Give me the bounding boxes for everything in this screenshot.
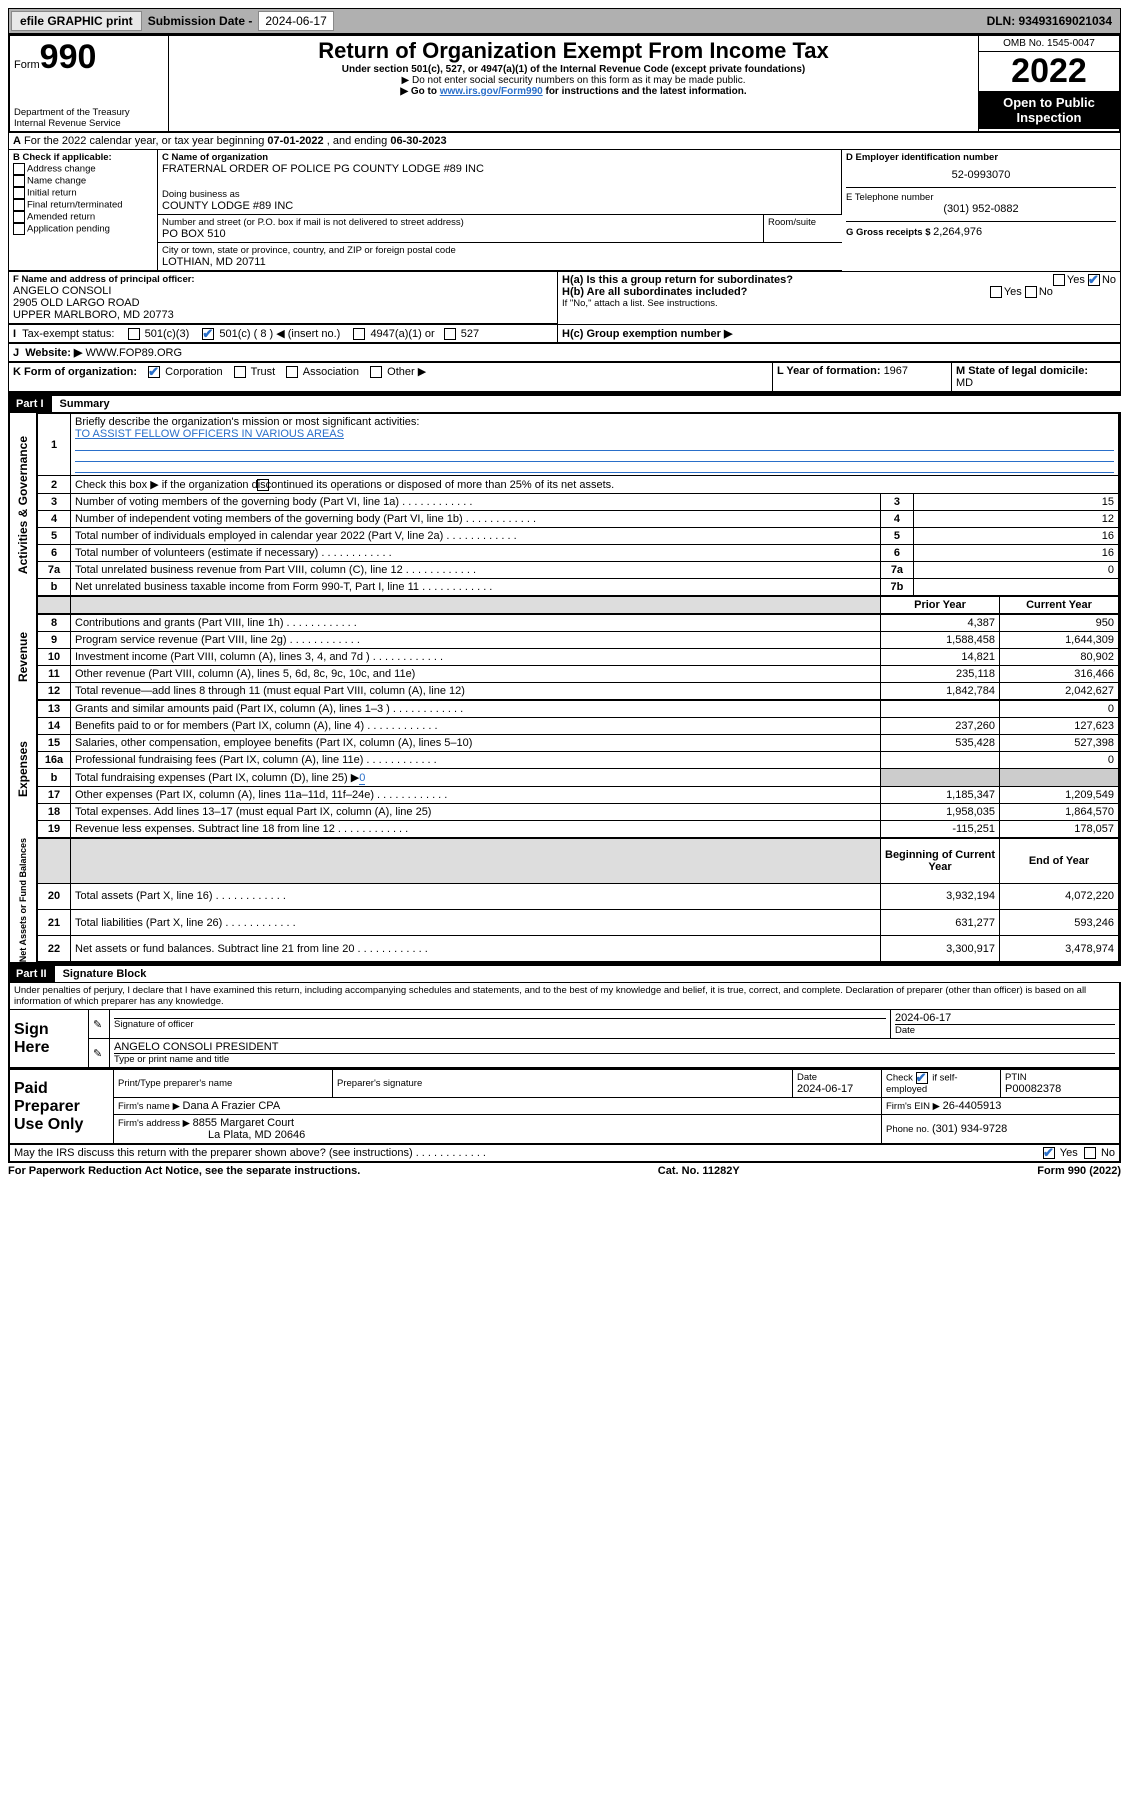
Hb-label: H(b) Are all subordinates included? xyxy=(562,286,747,298)
efile-print-button[interactable]: efile GRAPHIC print xyxy=(11,11,142,31)
page-footer: For Paperwork Reduction Act Notice, see … xyxy=(8,1163,1121,1177)
tax-year: 2022 xyxy=(979,51,1119,91)
chk-amended-return[interactable]: Amended return xyxy=(27,212,95,223)
chk-final-return[interactable]: Final return/terminated xyxy=(27,200,123,211)
firm-name: Dana A Frazier CPA xyxy=(183,1100,281,1112)
F-label: F Name and address of principal officer: xyxy=(13,274,553,285)
G-label: G Gross receipts $ xyxy=(846,227,933,238)
line-A: A For the 2022 calendar year, or tax yea… xyxy=(8,133,1121,150)
section-revenue: Revenue 8Contributions and grants (Part … xyxy=(8,614,1121,700)
form-header: Form990 Department of the Treasury Inter… xyxy=(8,34,1121,133)
chk-address-change[interactable]: Address change xyxy=(27,164,96,175)
C-name-label: C Name of organization xyxy=(162,152,837,163)
omb-number: OMB No. 1545-0047 xyxy=(979,36,1119,51)
dln: DLN: 93493169021034 xyxy=(987,14,1118,28)
officer-street: 2905 OLD LARGO ROAD xyxy=(13,297,553,309)
Ha-label: H(a) Is this a group return for subordin… xyxy=(562,274,793,286)
Hc-label: H(c) Group exemption number ▶ xyxy=(562,328,732,340)
form-word: Form xyxy=(14,59,40,71)
org-name: FRATERNAL ORDER OF POLICE PG COUNTY LODG… xyxy=(162,163,837,175)
form-subtitle-2: ▶ Do not enter social security numbers o… xyxy=(173,75,974,86)
form-number: 990 xyxy=(40,38,97,76)
form990-link[interactable]: www.irs.gov/Form990 xyxy=(440,86,543,97)
form-title: Return of Organization Exempt From Incom… xyxy=(173,38,974,64)
street: PO BOX 510 xyxy=(162,228,759,240)
top-bar: efile GRAPHIC print Submission Date - 20… xyxy=(8,8,1121,34)
dba-name: COUNTY LODGE #89 INC xyxy=(162,200,837,212)
col-headers: Prior Year Current Year xyxy=(8,596,1121,614)
Hb2: If "No," attach a list. See instructions… xyxy=(562,298,1116,309)
officer-city: UPPER MARLBORO, MD 20773 xyxy=(13,309,553,321)
block-KLM: K Form of organization: Corporation Trus… xyxy=(8,363,1121,394)
declaration: Under penalties of perjury, I declare th… xyxy=(8,983,1121,1009)
telephone: (301) 952-0882 xyxy=(846,203,1116,215)
officer-name: ANGELO CONSOLI xyxy=(13,285,553,297)
dba-label: Doing business as xyxy=(162,189,837,200)
chk-application-pending[interactable]: Application pending xyxy=(27,224,110,235)
officer-name-title: ANGELO CONSOLI PRESIDENT xyxy=(114,1041,1115,1053)
submission-date-value: 2024-06-17 xyxy=(258,11,333,31)
section-expenses: Expenses 13Grants and similar amounts pa… xyxy=(8,700,1121,838)
block-J: J Website: ▶ WWW.FOP89.ORG xyxy=(8,344,1121,363)
block-I: I Tax-exempt status: 501(c)(3) 501(c) ( … xyxy=(8,325,1121,344)
website-link[interactable]: WWW.FOP89.ORG xyxy=(85,347,182,359)
paid-preparer-block: Paid Preparer Use Only Print/Type prepar… xyxy=(8,1069,1121,1145)
may-discuss: May the IRS discuss this return with the… xyxy=(8,1145,1121,1163)
ein: 52-0993070 xyxy=(846,163,1116,187)
part1-bar: Part I Summary xyxy=(8,394,1121,413)
open-to-public: Open to Public Inspection xyxy=(979,91,1119,129)
section-net-assets: Net Assets or Fund Balances Beginning of… xyxy=(8,838,1121,964)
submission-date-label: Submission Date - xyxy=(148,14,253,28)
dept-treasury: Department of the Treasury Internal Reve… xyxy=(14,107,164,129)
block-BCDEG: B Check if applicable: Address change Na… xyxy=(8,150,1121,272)
part2-bar: Part II Signature Block xyxy=(8,964,1121,983)
city: LOTHIAN, MD 20711 xyxy=(162,256,838,268)
city-label: City or town, state or province, country… xyxy=(162,245,838,256)
sign-here-block: Sign Here ✎ Signature of officer 2024-06… xyxy=(8,1009,1121,1069)
D-label: D Employer identification number xyxy=(846,152,1116,163)
section-activities-governance: Activities & Governance 1 Briefly descri… xyxy=(8,413,1121,596)
E-label: E Telephone number xyxy=(846,192,1116,203)
chk-initial-return[interactable]: Initial return xyxy=(27,188,77,199)
block-FH: F Name and address of principal officer:… xyxy=(8,272,1121,325)
room-label: Room/suite xyxy=(768,217,838,228)
form-subtitle-3: ▶ Go to www.irs.gov/Form990 for instruct… xyxy=(173,86,974,97)
B-label: B Check if applicable: xyxy=(13,152,153,163)
form-subtitle-1: Under section 501(c), 527, or 4947(a)(1)… xyxy=(173,64,974,75)
chk-name-change[interactable]: Name change xyxy=(27,176,86,187)
street-label: Number and street (or P.O. box if mail i… xyxy=(162,217,759,228)
gross-receipts: 2,264,976 xyxy=(933,226,982,238)
mission-text[interactable]: TO ASSIST FELLOW OFFICERS IN VARIOUS ARE… xyxy=(75,428,344,440)
